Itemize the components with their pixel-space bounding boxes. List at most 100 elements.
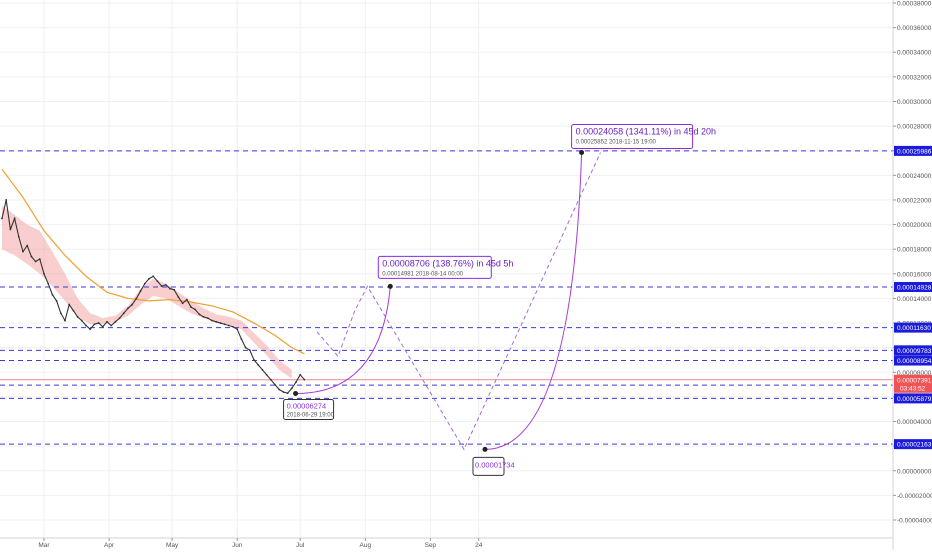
price-point — [9, 228, 12, 231]
target-2-detail: 0.00025852 2018-11-15 19:00 — [576, 140, 657, 146]
ichimoku-cloud — [2, 206, 292, 379]
price-point — [274, 383, 276, 386]
level-badge — [894, 345, 932, 356]
price-point — [64, 319, 66, 322]
annotations: 0.00006274 2018-06-29 19:00 0.00008706 (13… — [283, 124, 716, 476]
price-axis[interactable]: -0.00004000-0.000020000.000000000.000020… — [892, 0, 932, 550]
low-1-date: 2018-06-29 19:00 — [287, 413, 335, 419]
level-badge — [894, 145, 932, 156]
price-point — [156, 280, 159, 283]
price-point — [1, 217, 3, 220]
price-point — [85, 324, 87, 327]
time-tick-label: Apr — [104, 542, 115, 549]
pivot-marker[interactable] — [579, 150, 585, 156]
time-tick-label: Jul — [296, 542, 305, 549]
price-point — [303, 378, 306, 381]
price-point — [47, 282, 50, 285]
price-tick-label: 0.00008000 — [897, 370, 932, 377]
price-point — [269, 378, 272, 381]
price-point — [59, 312, 62, 315]
level-badge-label: 0.00025986 — [897, 148, 932, 155]
price-point — [152, 275, 155, 278]
arc-to-target-1 — [295, 286, 391, 395]
price-point — [236, 328, 239, 331]
price-point — [5, 199, 8, 201]
price-point — [185, 298, 188, 301]
time-tick-label: May — [166, 542, 179, 549]
level-badge — [894, 355, 932, 366]
price-tick-label: 0.00032000 — [897, 74, 932, 81]
price-tick-label: 0.00018000 — [897, 247, 932, 254]
price-point — [223, 323, 226, 326]
price-point — [127, 307, 129, 310]
target-2-label-box[interactable] — [571, 124, 694, 150]
price-point — [265, 373, 268, 376]
horizontal-levels — [0, 150, 893, 445]
price-tick-label: 0.00028000 — [897, 124, 932, 131]
price-point — [173, 288, 176, 291]
price-tick-label: 0.00004000 — [897, 419, 932, 426]
level-badge-label: 0.00011630 — [897, 325, 931, 332]
price-tick-label: -0.00004000 — [897, 518, 932, 525]
price-point — [76, 315, 79, 318]
price-point — [295, 381, 297, 384]
price-point — [286, 392, 289, 395]
price-tick-label: 0.00020000 — [897, 222, 932, 229]
price-point — [148, 277, 150, 280]
price-point — [169, 287, 171, 290]
price-point — [215, 320, 218, 323]
price-point — [80, 319, 83, 322]
time-tick-label: Aug — [360, 542, 372, 549]
target-1-label-box[interactable] — [377, 255, 492, 279]
price-tick-label: 0.00036000 — [897, 25, 932, 32]
price-tick-label: 0.00000000 — [897, 468, 932, 475]
price-point — [110, 324, 113, 327]
level-badge-label: 0.00014928 — [897, 285, 932, 292]
grid — [0, 0, 893, 538]
price-point — [206, 317, 209, 320]
level-badge — [894, 393, 932, 404]
price-point — [190, 306, 192, 308]
price-tick-label: -0.00002000 — [897, 493, 932, 500]
price-tick-label: 0.00016000 — [897, 271, 932, 278]
price-point — [219, 322, 222, 324]
price-point — [26, 244, 29, 247]
pivot-marker[interactable] — [482, 446, 488, 452]
target-2-title: 0.00024058 (1341.11%) in 45d 20h — [576, 127, 716, 137]
price-point — [97, 322, 100, 324]
time-tick-label: 24 — [475, 542, 483, 549]
price-axis-bg — [893, 0, 932, 550]
time-axis[interactable]: Mar Apr May Jun Jul Aug Sep 24 — [0, 537, 893, 549]
price-point — [51, 293, 54, 296]
price-point — [240, 338, 243, 340]
price-tick-label: 0.00030000 — [897, 99, 932, 106]
arc-to-target-2 — [484, 152, 583, 450]
price-point — [93, 323, 96, 326]
price-point — [160, 285, 163, 288]
pivot-marker[interactable] — [387, 283, 393, 289]
level-badge — [894, 439, 932, 450]
price-point — [22, 250, 24, 253]
ema-line — [1, 168, 305, 355]
price-point — [290, 387, 293, 390]
low-2-price: 0.00001734 — [475, 460, 515, 469]
price-line — [1, 199, 305, 394]
price-point — [17, 235, 20, 238]
price-point — [131, 303, 134, 306]
level-badge-label: 0.00008954 — [897, 358, 932, 365]
cloud-band — [2, 206, 292, 379]
price-point — [253, 359, 255, 361]
price-point — [34, 260, 37, 263]
level-badge — [894, 282, 932, 293]
price-point — [299, 373, 302, 376]
low-1-label-box[interactable] — [283, 399, 335, 421]
price-point — [232, 325, 234, 328]
price-point — [211, 319, 213, 322]
pivot-marker[interactable] — [293, 391, 299, 397]
low-2-label-box[interactable] — [472, 456, 505, 476]
projection-layer — [293, 150, 601, 452]
price-point — [257, 364, 260, 366]
price-point — [261, 368, 264, 371]
price-point — [114, 320, 117, 323]
